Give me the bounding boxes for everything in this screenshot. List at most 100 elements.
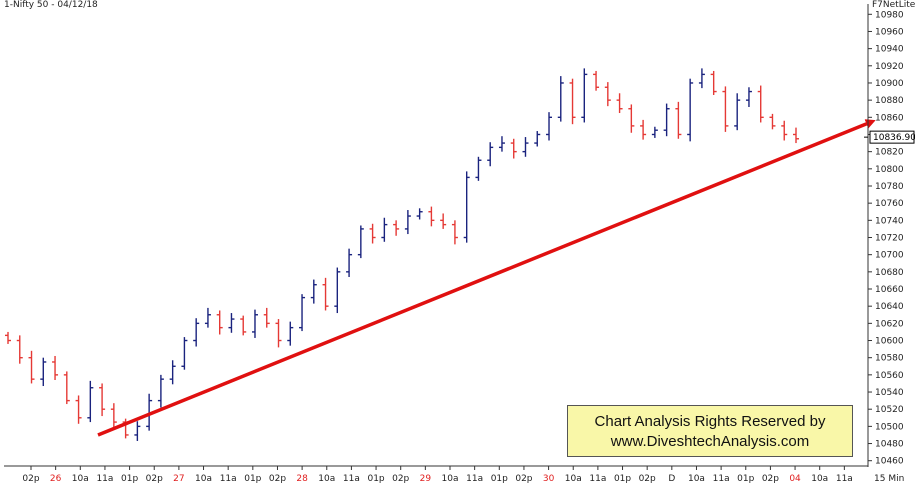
price-tick-label: 10940	[875, 45, 904, 55]
price-tick-label: 10640	[875, 302, 904, 312]
time-tick-label: 02p	[269, 474, 286, 484]
ohlc-bar	[169, 360, 176, 385]
ohlc-bar	[781, 120, 788, 141]
ohlc-bar	[310, 279, 317, 304]
time-tick-label: 10a	[811, 474, 828, 484]
price-tick-label: 10560	[875, 371, 904, 381]
ohlc-bar	[322, 277, 329, 311]
ohlc-bar	[40, 357, 47, 387]
price-tick-label: 10720	[875, 234, 904, 244]
ohlc-bar	[428, 206, 435, 227]
price-tick-label: 10620	[875, 319, 904, 329]
time-tick-label: 02p	[762, 474, 779, 484]
time-tick-label: 02p	[392, 474, 409, 484]
ohlc-bar	[440, 213, 447, 229]
time-axis: 02p 26 10a 11a 01p 02p 27 10a 11a 01p 02p 28 10a 11a 0…	[4, 465, 904, 484]
time-tick-label: 02p	[639, 474, 656, 484]
time-tick-label: 11a	[713, 474, 730, 484]
price-tick-label: 10860	[875, 113, 904, 123]
ohlc-bar	[569, 78, 576, 125]
ohlc-bar	[52, 355, 59, 381]
ohlc-bar	[404, 210, 411, 235]
ohlc-bar	[28, 350, 35, 384]
time-tick-label: 11a	[96, 474, 113, 484]
support-trendline	[97, 119, 876, 437]
price-tick-label: 10520	[875, 405, 904, 415]
ohlc-bar	[16, 335, 23, 364]
price-tick-label: 10580	[875, 354, 904, 364]
time-tick-label: 10a	[565, 474, 582, 484]
ohlc-bar	[593, 70, 600, 91]
price-tick-label: 10680	[875, 268, 904, 278]
price-tick-label: 10980	[875, 10, 904, 20]
time-tick-label: 10a	[195, 474, 212, 484]
time-tick-label: 01p	[491, 474, 508, 484]
ohlc-bar	[299, 294, 306, 332]
ohlc-bar	[487, 142, 494, 167]
time-tick-label: 10a	[688, 474, 705, 484]
ohlc-bar	[475, 156, 482, 181]
time-tick-label: 02p	[515, 474, 532, 484]
price-axis: 10460 10480 10500 10520 10540 10560 10580 10600…	[864, 4, 915, 467]
time-tick-label: 30	[543, 474, 555, 484]
price-tick-label: 10960	[875, 27, 904, 37]
ohlc-bar	[628, 104, 635, 133]
ohlc-bar	[710, 70, 717, 95]
price-tick-label: 10540	[875, 388, 904, 398]
ohlc-bar	[463, 171, 470, 243]
ohlc-bar	[5, 331, 11, 344]
ohlc-bars	[5, 68, 799, 441]
ohlc-bar	[546, 112, 553, 141]
price-tick-label: 10900	[875, 79, 904, 89]
ohlc-bar	[451, 220, 458, 245]
ohlc-bar	[157, 374, 164, 408]
ohlc-bar	[334, 267, 341, 314]
time-tick-label: D	[668, 474, 675, 484]
ohlc-bar	[381, 217, 388, 242]
ohlc-bar	[722, 86, 729, 132]
price-tick-label: 10600	[875, 337, 904, 347]
time-tick-label: 10a	[72, 474, 89, 484]
time-tick-label: 11a	[220, 474, 237, 484]
ohlc-bar	[522, 137, 529, 157]
last-price-tag: 10836.90	[864, 130, 915, 144]
time-tick-label: 26	[50, 474, 62, 484]
ohlc-bar	[275, 319, 282, 348]
ohlc-bar	[675, 101, 682, 139]
price-tick-label: 10460	[875, 457, 904, 467]
ohlc-bar	[793, 127, 799, 144]
ohlc-bar	[534, 131, 541, 147]
ohlc-bar	[204, 307, 211, 328]
time-tick-label: 11a	[589, 474, 606, 484]
watermark-line-2: www.DiveshtechAnalysis.com	[610, 433, 810, 450]
price-tick-label: 10920	[875, 62, 904, 72]
ohlc-bar	[263, 307, 270, 328]
price-tick-label: 10740	[875, 216, 904, 226]
time-tick-label: 28	[296, 474, 308, 484]
ohlc-bar	[510, 138, 517, 159]
time-tick-label: 11a	[836, 474, 853, 484]
ohlc-bar	[87, 380, 94, 423]
ohlc-bar	[640, 119, 647, 140]
ohlc-bar	[698, 68, 705, 89]
time-tick-label: 02p	[22, 474, 39, 484]
price-tick-label: 10820	[875, 148, 904, 158]
ohlc-bar	[228, 313, 235, 333]
watermark-line-1: Chart Analysis Rights Reserved by	[594, 413, 826, 430]
time-tick-label: 10a	[318, 474, 335, 484]
ohlc-bar	[251, 309, 258, 338]
price-tick-label: 10800	[875, 165, 904, 175]
time-tick-label: 29	[420, 474, 432, 484]
ohlc-bar	[557, 76, 564, 122]
ohlc-bar	[604, 82, 611, 107]
ohlc-bar	[734, 93, 741, 131]
ohlc-bar	[346, 248, 353, 277]
time-tick-label: 10a	[442, 474, 459, 484]
price-tick-label: 10880	[875, 96, 904, 106]
time-tick-label: 27	[173, 474, 184, 484]
price-tick-label: 10780	[875, 182, 904, 192]
ohlc-bar	[757, 85, 764, 123]
ohlc-bar	[75, 395, 82, 424]
time-tick-label: 01p	[121, 474, 138, 484]
